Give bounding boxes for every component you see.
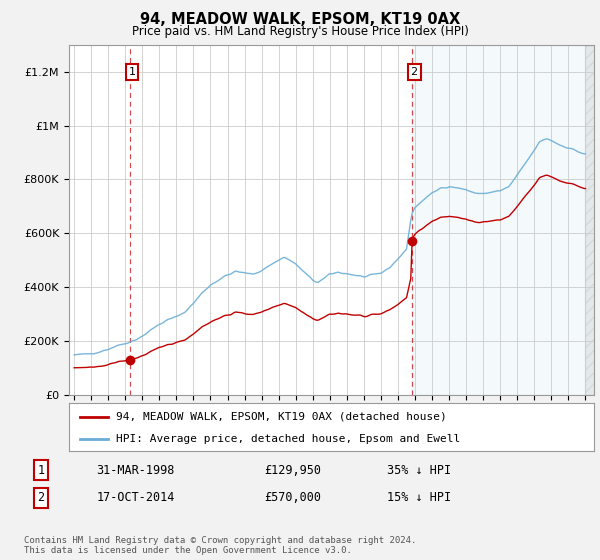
- Text: 31-MAR-1998: 31-MAR-1998: [97, 464, 175, 477]
- Text: 2: 2: [410, 67, 418, 77]
- Text: 1: 1: [37, 464, 44, 477]
- Text: 35% ↓ HPI: 35% ↓ HPI: [387, 464, 451, 477]
- Text: 94, MEADOW WALK, EPSOM, KT19 0AX (detached house): 94, MEADOW WALK, EPSOM, KT19 0AX (detach…: [116, 412, 447, 422]
- Text: 1: 1: [128, 67, 136, 77]
- Text: 15% ↓ HPI: 15% ↓ HPI: [387, 492, 451, 505]
- Text: 17-OCT-2014: 17-OCT-2014: [97, 492, 175, 505]
- Text: 94, MEADOW WALK, EPSOM, KT19 0AX: 94, MEADOW WALK, EPSOM, KT19 0AX: [140, 12, 460, 27]
- Text: £129,950: £129,950: [264, 464, 321, 477]
- Bar: [412, 45, 600, 395]
- Text: 2: 2: [37, 492, 44, 505]
- Text: £570,000: £570,000: [264, 492, 321, 505]
- Bar: [584, 45, 600, 395]
- Text: Contains HM Land Registry data © Crown copyright and database right 2024.
This d: Contains HM Land Registry data © Crown c…: [24, 536, 416, 556]
- Text: Price paid vs. HM Land Registry's House Price Index (HPI): Price paid vs. HM Land Registry's House …: [131, 25, 469, 38]
- Text: HPI: Average price, detached house, Epsom and Ewell: HPI: Average price, detached house, Epso…: [116, 434, 461, 444]
